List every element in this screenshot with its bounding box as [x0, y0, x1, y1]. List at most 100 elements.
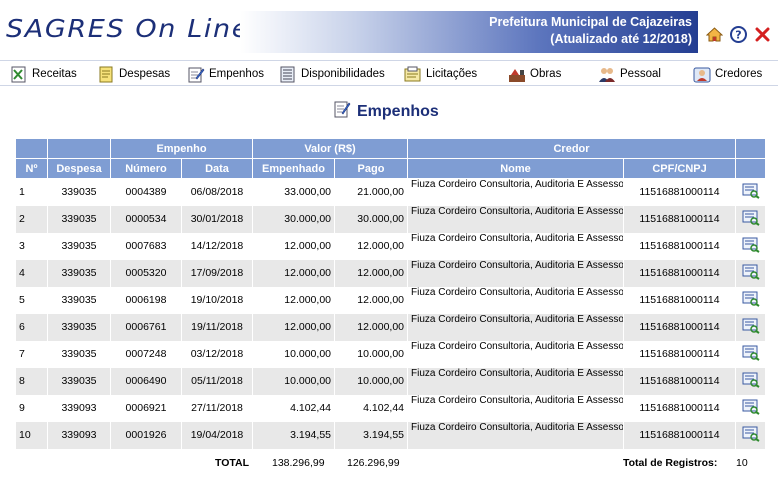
nav-item-pessoal[interactable]: Pessoal	[598, 65, 661, 83]
close-icon[interactable]	[753, 25, 771, 43]
cell-despesa: 339035	[47, 178, 111, 206]
detail-icon[interactable]	[742, 345, 760, 361]
detail-icon[interactable]	[742, 372, 760, 388]
table-row: 1 339035 0004389 06/08/2018 33.000,00 21.000,…	[15, 178, 767, 206]
cell-detail	[735, 340, 767, 368]
cell-pago: 30.000,00	[333, 205, 409, 233]
cell-nome: Fiuza Cordeiro Consultoria, Auditoria E …	[407, 367, 625, 395]
updated-note: (Atualizado até 12/2018)	[550, 32, 692, 46]
detail-icon[interactable]	[742, 210, 760, 226]
disponibilidades-icon	[279, 66, 297, 83]
cell-detail	[735, 232, 767, 260]
cell-nome: Fiuza Cordeiro Consultoria, Auditoria E …	[407, 286, 625, 314]
group-header-valor: Valor (R$)	[251, 138, 409, 159]
nav-item-obras[interactable]: Obras	[508, 65, 561, 83]
detail-icon[interactable]	[742, 183, 760, 199]
cell-numero: 0006198	[110, 286, 182, 314]
cell-empenhado: 3.194,55	[252, 421, 335, 449]
cell-detail	[735, 367, 767, 395]
cell-pago: 10.000,00	[333, 367, 409, 395]
cell-empenhado: 12.000,00	[252, 232, 335, 260]
cell-data: 30/01/2018	[181, 205, 253, 233]
cell-empenhado: 12.000,00	[252, 313, 335, 341]
col-header-despesa[interactable]: Despesa	[47, 158, 111, 179]
cell-data: 05/11/2018	[181, 367, 253, 395]
col-header-cpf[interactable]: CPF/CNPJ	[623, 158, 737, 179]
header-blank	[47, 138, 111, 159]
nav-label-receitas: Receitas	[32, 68, 77, 80]
nav-item-empenhos[interactable]: Empenhos	[187, 65, 264, 83]
cell-numero: 0007683	[110, 232, 182, 260]
cell-cpf: 11516881000114	[623, 232, 737, 260]
cell-cpf: 11516881000114	[623, 421, 737, 449]
table-row: 8 339035 0006490 05/11/2018 10.000,00 10.000,…	[15, 367, 767, 395]
detail-icon[interactable]	[742, 264, 760, 280]
cell-detail	[735, 178, 767, 206]
cell-num: 3	[15, 232, 48, 260]
cell-cpf: 11516881000114	[623, 367, 737, 395]
detail-icon[interactable]	[742, 237, 760, 253]
cell-num: 8	[15, 367, 48, 395]
col-header-data[interactable]: Data	[181, 158, 253, 179]
cell-pago: 12.000,00	[333, 232, 409, 260]
detail-icon[interactable]	[742, 399, 760, 415]
org-banner: Prefeitura Municipal de Cajazeiras (Atua…	[240, 11, 698, 53]
cell-despesa: 339035	[47, 340, 111, 368]
cell-nome: Fiuza Cordeiro Consultoria, Auditoria E …	[407, 421, 625, 449]
col-header-pago[interactable]: Pago	[333, 158, 409, 179]
col-header-nome[interactable]: Nome	[407, 158, 625, 179]
nav-item-licitacoes[interactable]: Licitações	[404, 65, 477, 83]
app-logo: SAGRES On Line	[6, 14, 250, 43]
cell-numero: 0001926	[110, 421, 182, 449]
credores-icon	[693, 66, 711, 83]
cell-despesa: 339035	[47, 367, 111, 395]
cell-data: 03/12/2018	[181, 340, 253, 368]
header-blank	[735, 158, 767, 179]
receitas-icon	[10, 66, 28, 83]
cell-despesa: 339035	[47, 205, 111, 233]
table-row: 10 339093 0001926 19/04/2018 3.194,55 3.194,5…	[15, 421, 767, 449]
nav-label-licitacoes: Licitações	[426, 68, 478, 80]
nav-item-disponibilidades[interactable]: Disponibilidades	[279, 65, 385, 83]
table-row: 4 339035 0005320 17/09/2018 12.000,00 12.000,…	[15, 259, 767, 287]
cell-num: 10	[15, 421, 48, 449]
help-icon[interactable]: ?	[729, 25, 747, 43]
svg-text:?: ?	[735, 28, 741, 41]
col-header-num[interactable]: Nº	[15, 158, 48, 179]
cell-empenhado: 30.000,00	[252, 205, 335, 233]
nav-label-obras: Obras	[530, 68, 562, 80]
cell-empenhado: 12.000,00	[252, 259, 335, 287]
col-header-numero[interactable]: Número	[110, 158, 182, 179]
cell-pago: 12.000,00	[333, 313, 409, 341]
despesas-icon	[97, 66, 115, 83]
total-registros-label: Total de Registros:	[623, 457, 718, 469]
cell-cpf: 11516881000114	[623, 286, 737, 314]
detail-icon[interactable]	[742, 426, 760, 442]
nav-label-disponibilidades: Disponibilidades	[301, 68, 385, 80]
col-header-empenhado[interactable]: Empenhado	[252, 158, 335, 179]
detail-icon[interactable]	[742, 291, 760, 307]
detail-icon[interactable]	[742, 318, 760, 334]
nav-item-credores[interactable]: Credores	[693, 65, 762, 83]
empenhos-table: Empenho Valor (R$) Credor Nº Despesa Núm…	[15, 138, 767, 449]
cell-nome: Fiuza Cordeiro Consultoria, Auditoria E …	[407, 205, 625, 233]
nav-item-receitas[interactable]: Receitas	[10, 65, 77, 83]
table-row: 3 339035 0007683 14/12/2018 12.000,00 12.000,…	[15, 232, 767, 260]
nav-item-despesas[interactable]: Despesas	[97, 65, 170, 83]
empenhos-icon	[333, 100, 351, 123]
cell-pago: 4.102,44	[333, 394, 409, 422]
header-blank	[15, 138, 48, 159]
total-pago: 126.296,99	[347, 457, 400, 469]
cell-num: 7	[15, 340, 48, 368]
cell-cpf: 11516881000114	[623, 340, 737, 368]
total-empenhado: 138.296,99	[272, 457, 325, 469]
table-body: 1 339035 0004389 06/08/2018 33.000,00 21.000,…	[15, 178, 767, 449]
home-icon[interactable]	[705, 25, 723, 43]
empenhos-icon	[187, 66, 205, 83]
table-row: 6 339035 0006761 19/11/2018 12.000,00 12.000,…	[15, 313, 767, 341]
cell-numero: 0005320	[110, 259, 182, 287]
cell-despesa: 339035	[47, 286, 111, 314]
cell-empenhado: 12.000,00	[252, 286, 335, 314]
cell-numero: 0006921	[110, 394, 182, 422]
cell-despesa: 339093	[47, 394, 111, 422]
